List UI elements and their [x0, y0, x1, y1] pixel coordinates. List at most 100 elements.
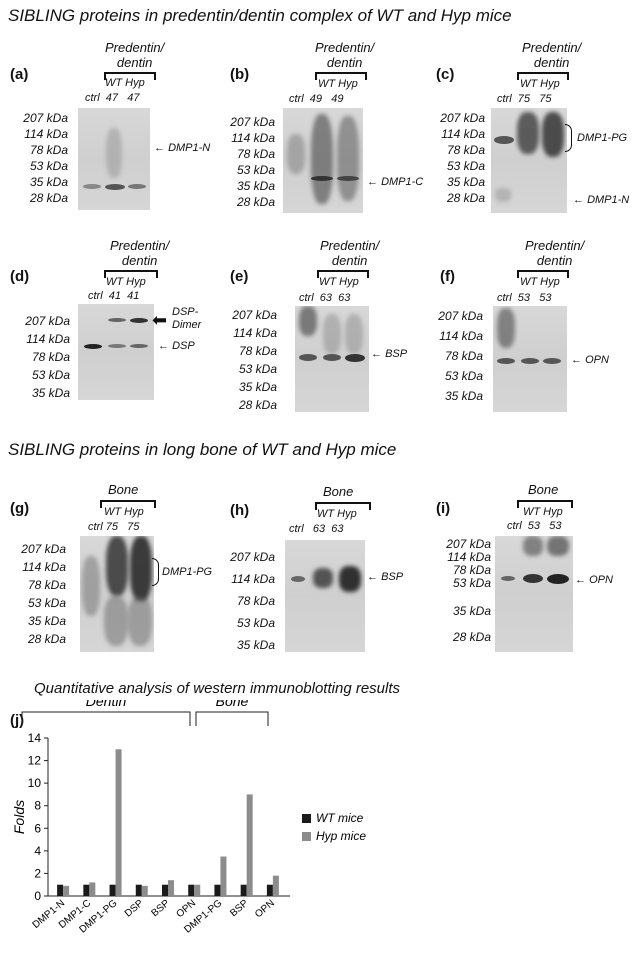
blot-image — [78, 108, 150, 210]
y-tick-label: 10 — [28, 776, 42, 790]
blot-image — [495, 536, 573, 652]
lane-numbers: ctrl 75 75 — [497, 93, 552, 105]
bar-hyp — [220, 856, 227, 896]
bar-hyp — [246, 794, 253, 896]
chart-title: Quantitative analysis of western immunob… — [34, 680, 401, 697]
bone-header: Bone — [528, 482, 559, 497]
ladder-labels: 207 kDa 114 kDa 78 kDa 53 kDa 35 kDa 28 kDa — [440, 111, 485, 205]
band-label-dsp: ← DSP — [158, 340, 195, 352]
panel-letter: (g) — [10, 500, 30, 517]
blot-image — [283, 108, 363, 213]
band-label-bsp: ← BSP — [371, 348, 408, 360]
panel-letter: (c) — [436, 66, 455, 83]
bar-wt — [214, 884, 221, 896]
blot-image — [80, 536, 154, 652]
blot-image — [491, 108, 567, 213]
lane-bracket — [517, 500, 573, 508]
predentin-header: Predentin/dentin — [110, 238, 170, 268]
bar-hyp — [63, 885, 70, 896]
lane-numbers: ctrl 63 63 — [289, 523, 344, 535]
predentin-header: Predentin/dentin — [522, 40, 582, 70]
group-bracket — [195, 711, 269, 726]
band-label-dmp1-pg: DMP1-PG — [577, 132, 628, 144]
y-tick-label: 4 — [34, 844, 41, 858]
lane-numbers: ctrl 63 63 — [299, 292, 351, 304]
bar-wt — [57, 884, 64, 896]
panel-letter: (f) — [440, 268, 455, 285]
arrow-icon: ⬅ — [152, 310, 168, 330]
bar-hyp — [168, 880, 174, 896]
panel-h: (h) Bone WT Hyp ctrl 63 63 207 kDa 114 kD… — [215, 478, 425, 658]
lane-bracket — [104, 270, 158, 278]
blot-image — [493, 306, 567, 412]
blot-image — [295, 306, 369, 412]
ladder-labels: 207 kDa 114 kDa 78 kDa 53 kDa 35 kDa — [438, 309, 483, 403]
band-label-dmp1-n: ← DMP1-N — [154, 142, 211, 154]
x-tick-label: OPN — [253, 898, 277, 920]
bar-wt — [240, 884, 247, 896]
bar-hyp — [89, 882, 96, 896]
panel-letter: (a) — [10, 66, 29, 83]
panel-f: (f) Predentin/dentin WT Hyp ctrl 53 53 2… — [425, 232, 640, 412]
predentin-header: Predentin/dentin — [315, 40, 375, 70]
bar-hyp — [272, 875, 279, 896]
x-tick-label: DSP — [123, 898, 146, 920]
lane-numbers: ctrl 49 49 — [289, 93, 344, 105]
y-tick-label: 0 — [34, 889, 41, 903]
panel-letter: (h) — [230, 502, 250, 519]
lane-bracket — [315, 72, 367, 80]
lane-header: WT Hyp — [104, 506, 144, 518]
legend-swatch — [302, 814, 311, 823]
group-bracket — [21, 711, 191, 726]
panel-a: (a) Predentin/dentin WT Hyp ctrl 47 47 2… — [0, 40, 210, 215]
panel-letter: (b) — [230, 66, 250, 83]
lane-numbers: ctrl 47 47 — [85, 92, 140, 104]
lane-bracket — [317, 270, 369, 278]
predentin-header: Predentin/dentin — [105, 40, 165, 70]
ladder-labels: 207 kDa 114 kDa 78 kDa 53 kDa 35 kDa 28 kDa — [21, 542, 66, 646]
bar-hyp — [141, 885, 148, 896]
bar-wt — [266, 884, 273, 896]
bar-wt — [135, 884, 142, 896]
lane-bracket — [517, 270, 569, 278]
blot-image — [78, 304, 154, 400]
ladder-labels: 207 kDa 114 kDa 78 kDa 53 kDa 35 kDa 28 kDa — [23, 111, 68, 205]
band-label-dmp1-pg: DMP1-PG — [162, 566, 213, 578]
y-tick-label: 2 — [34, 866, 41, 880]
bar-wt — [162, 884, 168, 896]
lane-header: WT Hyp — [319, 276, 359, 288]
band-label-bsp: ← BSP — [367, 571, 404, 583]
panel-d: (d) Predentin/dentin WT Hyp ctrl 41 41 2… — [0, 232, 215, 402]
ladder-labels: 207 kDa 114 kDa 78 kDa 53 kDa 35 kDa 28 kDa — [232, 308, 277, 412]
band-label-dmp1-c: ← DMP1-C — [367, 176, 424, 188]
panel-e: (e) Predentin/dentin WT Hyp ctrl 63 63 2… — [215, 232, 425, 412]
predentin-header: Predentin/dentin — [320, 238, 380, 268]
ladder-labels: 207 kDa 114 kDa 78 kDa 53 kDa 35 kDa — [25, 314, 70, 400]
ladder-labels: 207 kDa 114 kDa 78 kDa 53 kDa 35 kDa — [230, 550, 275, 652]
lane-bracket — [517, 72, 569, 80]
legend-label: Hyp mice — [316, 829, 366, 843]
lane-numbers: ctrl 41 41 — [88, 290, 140, 302]
lane-header: WT Hyp — [523, 506, 563, 518]
section-title-bone: SIBLING proteins in long bone of WT and … — [8, 440, 397, 459]
band-brace — [152, 558, 159, 586]
x-tick-label: BSP — [228, 898, 251, 920]
band-label-dsp-dimer: DSP- Dimer — [172, 306, 202, 331]
ladder-labels: 207 kDa 114 kDa 78 kDa 53 kDa 35 kDa 28 kDa — [230, 115, 275, 209]
lane-bracket — [315, 502, 371, 510]
panel-letter-j: (j) — [10, 712, 25, 729]
panel-i: (i) Bone WT Hyp ctrl 53 53 207 kDa 114 kD… — [425, 478, 640, 658]
bar-wt — [109, 884, 116, 896]
panel-letter: (d) — [10, 268, 30, 285]
bone-header: Bone — [323, 484, 354, 499]
legend-swatch — [302, 832, 311, 841]
lane-header: WT Hyp — [106, 276, 146, 288]
bar-hyp — [194, 884, 201, 896]
panel-c: (c) Predentin/dentin WT Hyp ctrl 75 75 2… — [425, 40, 640, 215]
lane-numbers: ctrl 53 53 — [507, 520, 562, 532]
legend-label: WT mice — [316, 811, 364, 825]
lane-header: WT Hyp — [317, 508, 357, 520]
lane-bracket — [104, 72, 156, 80]
lane-numbers: ctrl 53 53 — [497, 292, 552, 304]
band-label-dmp1-n: ← DMP1-N — [573, 194, 630, 206]
